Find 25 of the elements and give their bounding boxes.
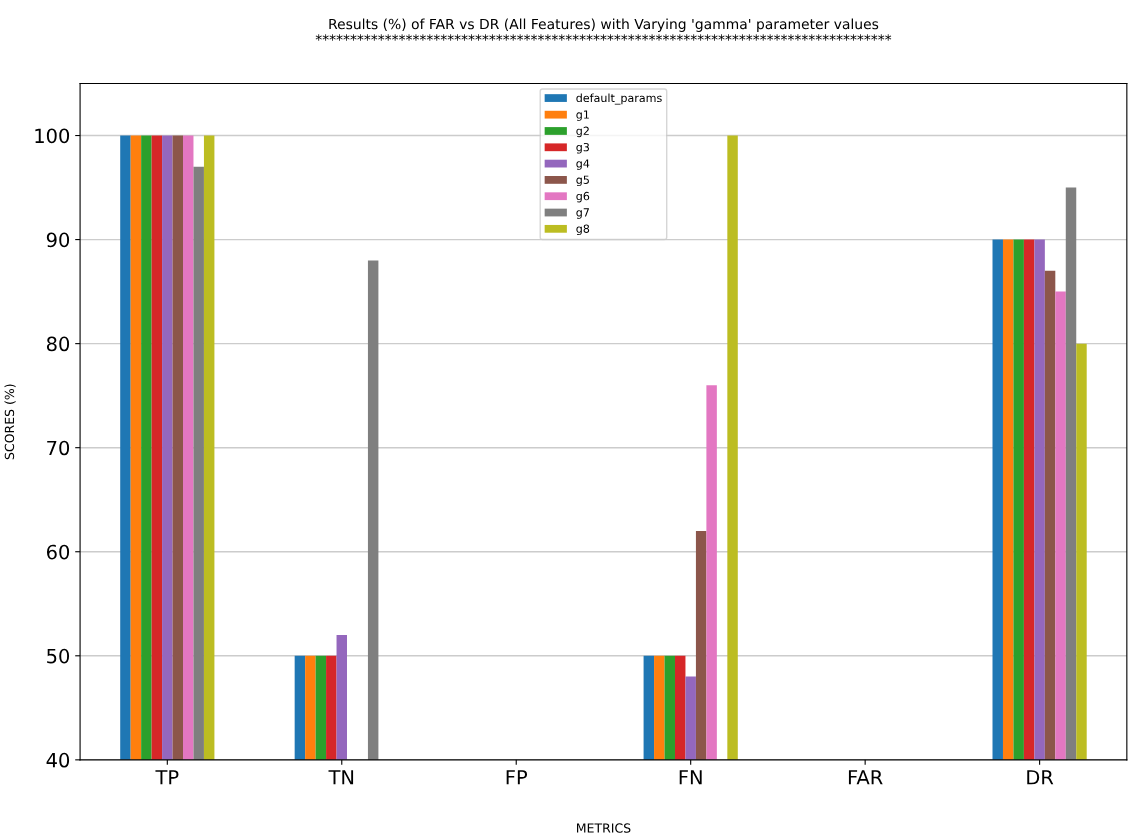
legend-label: g5 [576, 175, 589, 187]
legend-label: g7 [576, 208, 589, 219]
legend-label: g8 [576, 224, 590, 236]
legend-label: g6 [576, 191, 590, 203]
legend-label: g2 [576, 126, 589, 138]
y-tick-label: 70 [47, 440, 70, 456]
x-tick-label: FAR [848, 770, 883, 785]
y-tick-label: 60 [46, 544, 70, 560]
chart-title: Results (%) of FAR vs DR (All Features) with Varying 'gamma' parameter values *********************************************************************************** [315, 18, 892, 41]
y-tick-label: 40 [46, 752, 70, 768]
x-tick-label: TP [155, 770, 179, 785]
x-tick-label: FP [506, 770, 528, 785]
legend-label: g4 [576, 159, 590, 170]
x-tick-label: DR [1027, 770, 1054, 785]
x-tick-label: FN [679, 770, 702, 785]
y-tick-label: 80 [46, 336, 70, 352]
legend-label: default_params [576, 93, 662, 105]
legend-label: g3 [576, 142, 589, 154]
y-axis-title: SCORES (%) [4, 384, 16, 460]
y-tick-label: 100 [35, 128, 70, 144]
y-tick-label: 90 [46, 232, 70, 248]
legend-label: g1 [576, 110, 589, 121]
x-axis-title: METRICS [577, 823, 631, 833]
x-tick-label: TN [328, 770, 354, 785]
y-tick-label: 50 [47, 648, 70, 664]
